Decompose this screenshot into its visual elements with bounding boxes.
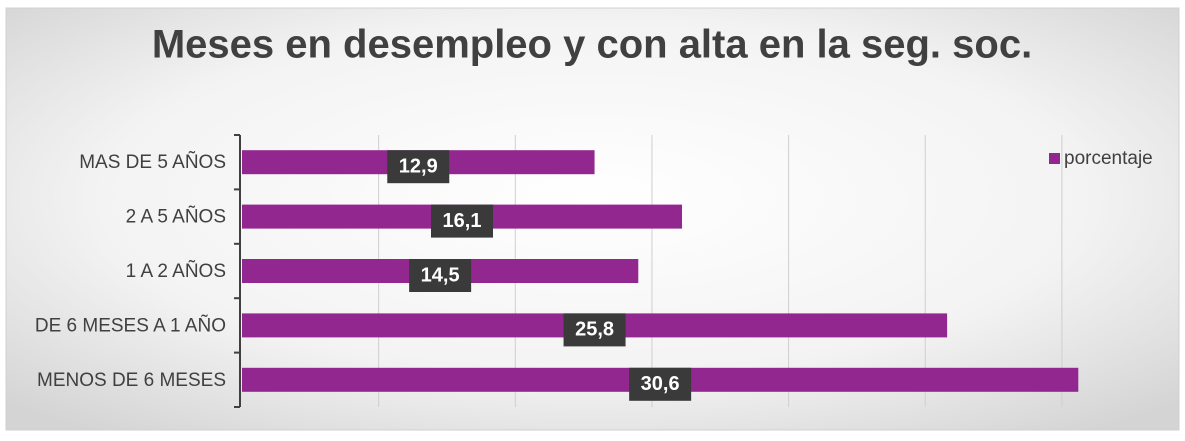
chart-title: Meses en desempleo y con alta en la seg.… [152,23,1032,67]
data-label: 25,8 [575,319,614,341]
y-tick-label: 1 A 2 AÑOS [126,260,226,282]
data-label: 30,6 [641,373,680,395]
data-label-box [563,313,626,347]
data-label: 16,1 [443,210,482,232]
y-tick-label: MENOS DE 6 MESES [37,370,226,391]
data-label-box [409,259,472,292]
legend-swatch [1049,153,1060,164]
data-label-box [431,204,494,238]
y-tick-label: MAS DE 5 AÑOS [79,151,226,173]
data-label: 12,9 [399,155,438,177]
y-tick-label: DE 6 MESES A 1 AÑO [35,314,226,336]
data-label-box [629,367,692,401]
legend-label: porcentaje [1064,148,1153,169]
data-label-box [387,150,450,184]
y-tick-label: 2 A 5 AÑOS [126,206,226,228]
data-label: 14,5 [421,264,460,286]
